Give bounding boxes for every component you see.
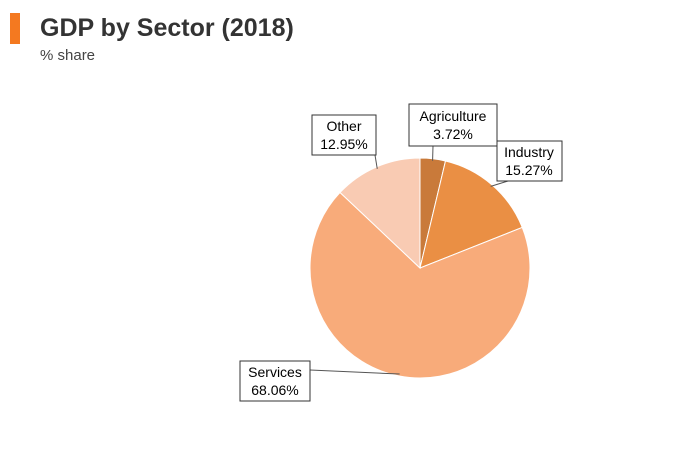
data-label-name-agriculture: Agriculture: [420, 108, 487, 124]
data-label-value-agriculture: 3.72%: [433, 126, 473, 142]
data-label-name-industry: Industry: [504, 144, 554, 160]
pie-slice-industry: [419, 160, 523, 269]
pie-slice-services: [309, 191, 531, 379]
data-label-other: Other 12.95%: [311, 114, 377, 156]
data-label-value-industry: 15.27%: [505, 162, 552, 178]
data-label-box-services: [239, 360, 311, 402]
data-label-industry: Industry 15.27%: [496, 140, 563, 182]
chart-title: GDP by Sector (2018): [40, 14, 294, 42]
connector-industry: [490, 180, 509, 187]
data-label-name-other: Other: [326, 118, 361, 134]
data-label-box-industry: [496, 140, 563, 182]
data-label-services: Services 68.06%: [239, 360, 311, 402]
chart-subtitle: % share: [40, 47, 96, 64]
data-label-value-services: 68.06%: [251, 382, 298, 398]
connector-services: [309, 369, 400, 375]
title-accent-bar: [10, 13, 20, 44]
data-label-agriculture: Agriculture 3.72%: [408, 103, 498, 147]
label-connectors: [309, 145, 509, 375]
data-label-name-services: Services: [248, 364, 302, 380]
pie-slices: [309, 157, 531, 379]
data-label-box-agriculture: [408, 103, 498, 147]
data-label-box-other: [311, 114, 377, 156]
connector-other: [374, 154, 378, 169]
data-label-value-other: 12.95%: [320, 136, 367, 152]
